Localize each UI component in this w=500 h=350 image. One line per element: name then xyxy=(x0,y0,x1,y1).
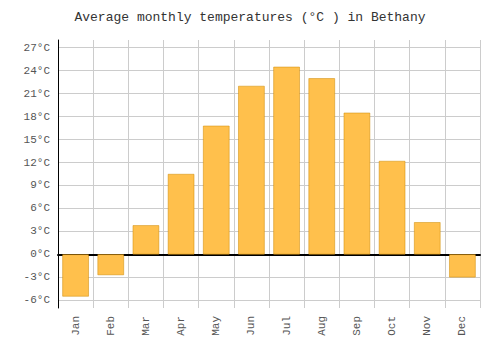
svg-text:0°C: 0°C xyxy=(30,248,50,260)
svg-text:27°C: 27°C xyxy=(24,42,51,54)
svg-text:-3°C: -3°C xyxy=(24,271,51,283)
svg-text:3°C: 3°C xyxy=(30,225,50,237)
svg-text:Feb: Feb xyxy=(105,316,117,336)
svg-text:21°C: 21°C xyxy=(24,88,51,100)
svg-text:Oct: Oct xyxy=(386,316,398,336)
svg-text:24°C: 24°C xyxy=(24,65,51,77)
svg-text:-6°C: -6°C xyxy=(24,294,51,306)
svg-text:9°C: 9°C xyxy=(30,179,50,191)
svg-text:Average monthly temperatures (: Average monthly temperatures (°C ) in Be… xyxy=(74,10,425,25)
svg-text:Dec: Dec xyxy=(456,316,468,336)
svg-text:Sep: Sep xyxy=(351,316,363,336)
svg-text:12°C: 12°C xyxy=(24,157,51,169)
svg-text:15°C: 15°C xyxy=(24,134,51,146)
svg-text:Apr: Apr xyxy=(175,316,187,336)
svg-text:Nov: Nov xyxy=(421,316,433,336)
svg-text:Jul: Jul xyxy=(281,316,293,336)
svg-text:Mar: Mar xyxy=(140,316,152,336)
svg-text:Jan: Jan xyxy=(70,316,82,336)
svg-text:Jun: Jun xyxy=(245,316,257,336)
svg-text:6°C: 6°C xyxy=(30,202,50,214)
svg-text:Aug: Aug xyxy=(316,316,328,336)
svg-text:May: May xyxy=(210,316,222,336)
svg-text:18°C: 18°C xyxy=(24,111,51,123)
